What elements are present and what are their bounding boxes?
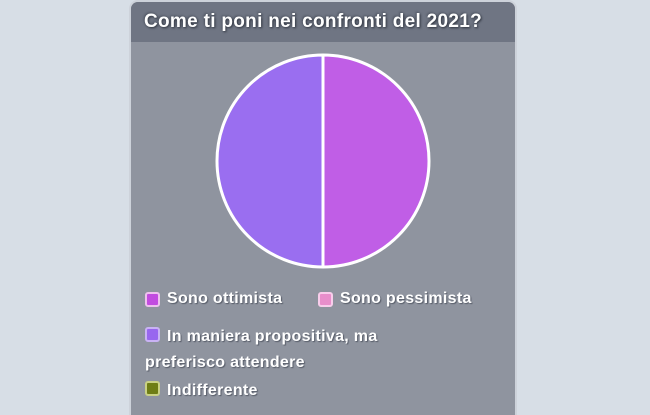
poll-widget-body: Sono ottimista Sono pessimista In manier…: [131, 42, 515, 415]
legend-swatch-sono-pessimista: [318, 291, 333, 307]
legend-item-indifferente: Indifferente: [145, 378, 505, 404]
poll-widget-panel: Come ti poni nei confronti del 2021? Son…: [129, 0, 517, 415]
legend-label: Sono ottimista: [167, 290, 283, 307]
pie-slice-0[interactable]: [321, 53, 431, 269]
legend-row: Sono ottimista Sono pessimista: [145, 288, 505, 310]
legend-item-in-maniera-propositiva: In maniera propositiva, ma preferisco at…: [145, 324, 415, 376]
poll-widget-header: Come ti poni nei confronti del 2021?: [131, 2, 515, 42]
chart-title: Come ti poni nei confronti del 2021?: [144, 11, 483, 32]
legend-item-sono-ottimista: Sono ottimista: [145, 288, 318, 310]
legend-label: Indifferente: [167, 382, 258, 399]
pie-slice-2[interactable]: [215, 53, 325, 269]
chart-legend: Sono ottimista Sono pessimista In manier…: [145, 288, 505, 404]
pie-chart: [215, 53, 431, 269]
legend-label: In maniera propositiva, ma preferisco at…: [145, 328, 378, 371]
legend-item-sono-pessimista: Sono pessimista: [318, 288, 472, 310]
legend-label: Sono pessimista: [340, 290, 472, 307]
legend-swatch-sono-ottimista: [145, 291, 160, 307]
legend-swatch-in-maniera-propositiva: [145, 327, 160, 342]
legend-swatch-indifferente: [145, 381, 160, 396]
